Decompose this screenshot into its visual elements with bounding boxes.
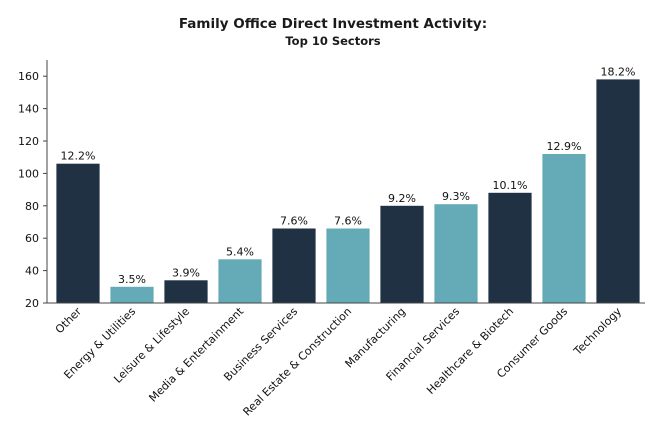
chart-subtitle: Top 10 Sectors — [285, 34, 381, 48]
bar — [488, 192, 532, 303]
bar — [596, 79, 640, 304]
bar — [164, 280, 208, 303]
x-tick-label: Other — [53, 305, 85, 337]
x-tick-label: Technology — [571, 305, 625, 359]
bar — [56, 163, 100, 303]
bar — [110, 286, 154, 303]
y-tick-label: 120 — [18, 135, 39, 148]
y-tick-label: 100 — [18, 167, 39, 180]
bar — [434, 204, 478, 303]
bar — [218, 259, 262, 303]
bar — [272, 228, 316, 303]
bar — [380, 205, 424, 303]
data-label: 10.1% — [493, 179, 528, 192]
data-label: 5.4% — [226, 245, 254, 258]
y-tick-label: 40 — [25, 265, 39, 278]
bar — [542, 154, 586, 303]
data-label: 9.2% — [388, 192, 416, 205]
y-tick-label: 160 — [18, 70, 39, 83]
y-tick-label: 60 — [25, 232, 39, 245]
bars-group — [56, 79, 640, 304]
data-label: 9.3% — [442, 190, 470, 203]
x-tick-label: Real Estate & Construction — [241, 305, 355, 419]
data-label: 7.6% — [334, 215, 362, 228]
data-label: 3.5% — [118, 273, 146, 286]
y-tick-label: 80 — [25, 200, 39, 213]
data-label: 7.6% — [280, 215, 308, 228]
y-tick-label: 20 — [25, 297, 39, 310]
data-labels-group: 12.2% 3.5% 3.9% 5.4% 7.6% 7.6% 9.2% 9.3% 10.1% 12… — [61, 65, 636, 285]
y-tick-label: 140 — [18, 103, 39, 116]
chart-title: Family Office Direct Investment Activity… — [178, 16, 488, 32]
bar — [326, 228, 370, 303]
data-label: 3.9% — [172, 266, 200, 279]
data-label: 18.2% — [601, 65, 636, 78]
data-label: 12.9% — [547, 140, 582, 153]
data-label: 12.2% — [61, 150, 96, 163]
x-tick-label: Media & Entertainment — [146, 304, 246, 404]
